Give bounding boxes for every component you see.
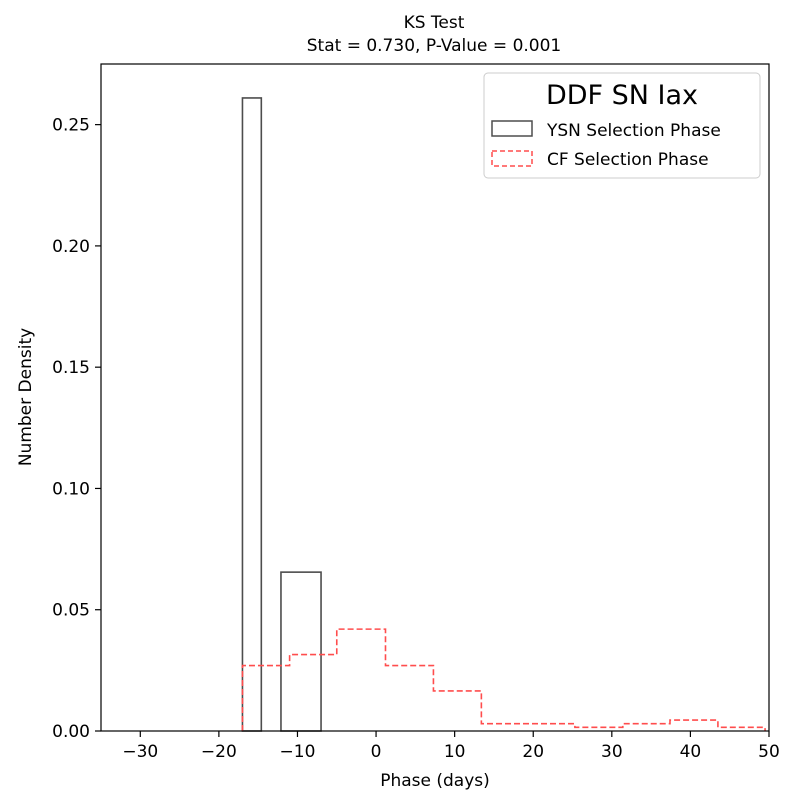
legend-label-ysn: YSN Selection Phase [546,121,721,141]
legend-swatch-cf [491,150,533,167]
x-tick-label: −30 [122,742,158,762]
axes-frame [100,63,770,732]
y-tick-label: 0.00 [52,722,90,742]
y-tick-label: 0.10 [52,479,90,499]
x-tick-label: 30 [601,742,623,762]
y-axis-ticks: 0.00 0.05 0.10 0.15 0.20 0.25 [52,116,101,742]
cf-step-line [241,628,766,731]
y-tick-label: 0.25 [52,116,90,136]
legend-title: DDF SN Iax [546,80,698,111]
x-tick-label: −20 [201,742,237,762]
y-axis-label: Number Density [16,328,36,466]
series-layer [241,97,766,732]
y-tick-label: 0.05 [52,601,90,621]
ysn-bar-0 [241,97,263,732]
y-tick-label: 0.20 [52,237,90,257]
x-tick-label: 20 [522,742,544,762]
ysn-bar-1 [280,571,322,732]
x-tick-label: 40 [680,742,702,762]
x-axis-label: Phase (days) [380,771,490,791]
x-axis-ticks: −30 −20 −10 0 10 20 30 40 50 [122,731,780,762]
plot-area: −30 −20 −10 0 10 20 30 40 50 0.00 0.05 0.10 0.15 0.2… [52,63,780,762]
x-tick-label: 0 [371,742,382,762]
x-tick-label: 10 [444,742,466,762]
chart-title: KS Test [404,13,465,33]
x-tick-label: −10 [280,742,316,762]
y-tick-label: 0.15 [52,358,90,378]
legend-label-cf: CF Selection Phase [547,150,709,170]
x-tick-label: 50 [758,742,780,762]
legend: DDF SN Iax YSN Selection Phase CF Select… [483,72,761,179]
legend-box [483,72,761,179]
chart-subtitle: Stat = 0.730, P-Value = 0.001 [307,36,562,56]
legend-swatch-ysn [491,120,533,137]
